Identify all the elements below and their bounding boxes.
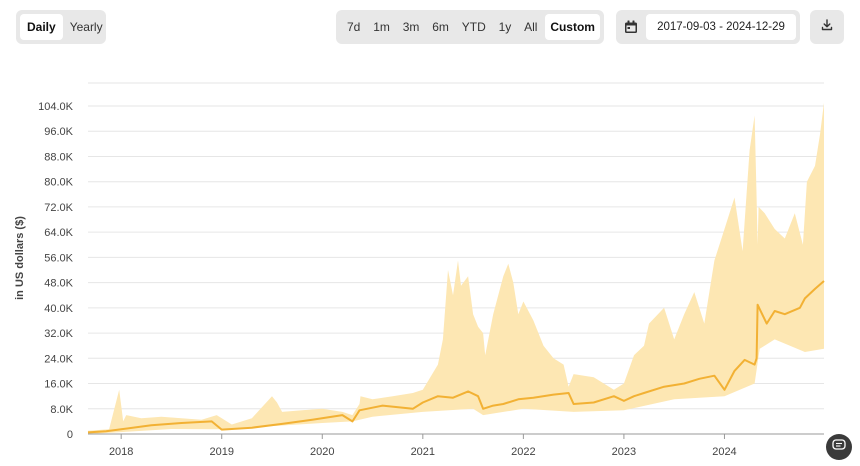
range-6m-button[interactable]: 6m [432, 20, 449, 34]
x-tick-label: 2020 [310, 446, 334, 458]
y-tick-label: 16.0K [44, 379, 73, 391]
y-tick-label: 56.0K [44, 252, 73, 264]
tab-yearly[interactable]: Yearly [69, 20, 103, 34]
range-1y-button[interactable]: 1y [498, 20, 512, 34]
y-tick-label: 80.0K [44, 177, 73, 189]
x-tick-label: 2024 [712, 446, 736, 458]
range-ytd-button[interactable]: YTD [461, 20, 486, 34]
date-range-picker: 2017-09-03 - 2024-12-29 [616, 10, 800, 44]
y-tick-label: 40.0K [44, 303, 73, 315]
y-tick-label: 8.0K [50, 404, 73, 416]
y-tick-label: 48.0K [44, 278, 73, 290]
y-tick-label: 32.0K [44, 328, 73, 340]
download-button[interactable] [810, 10, 844, 44]
range-7d-button[interactable]: 7d [347, 20, 361, 34]
x-tick-labels: 2018 2019 2020 2021 2022 2023 2024 [88, 433, 824, 458]
y-tick-labels: 0 8.0K 16.0K 24.0K 32.0K 40.0K 48.0K 56.0K 64.0K… [38, 101, 74, 441]
price-line [87, 280, 825, 434]
y-tick-label: 24.0K [44, 353, 73, 365]
tab-daily[interactable]: Daily [20, 14, 63, 40]
price-line-layer [87, 280, 825, 434]
y-tick-label: 64.0K [44, 227, 73, 239]
range-band [88, 102, 824, 435]
period-toggle: Daily Yearly [16, 10, 106, 44]
x-tick-label: 2018 [109, 446, 133, 458]
range-selector: 7d 1m 3m 6m YTD 1y All Custom [336, 10, 604, 44]
x-tick-label: 2021 [411, 446, 435, 458]
chat-button[interactable] [826, 434, 852, 460]
range-custom-button[interactable]: Custom [545, 14, 600, 40]
download-icon [821, 18, 833, 36]
range-1m-button[interactable]: 1m [373, 20, 390, 34]
range-all-button[interactable]: All [524, 20, 538, 34]
x-tick-label: 2022 [511, 446, 535, 458]
range-3m-button[interactable]: 3m [402, 20, 420, 34]
y-tick-label: 72.0K [44, 202, 73, 214]
date-range-input[interactable]: 2017-09-03 - 2024-12-29 [646, 14, 796, 40]
y-tick-label: 88.0K [44, 151, 73, 163]
y-tick-label: 0 [67, 429, 73, 441]
y-tick-label: 104.0K [38, 101, 74, 113]
chat-icon [832, 438, 846, 457]
price-range-band [88, 102, 824, 435]
y-tick-label: 96.0K [44, 126, 73, 138]
x-tick-label: 2023 [612, 446, 636, 458]
calendar-icon[interactable] [620, 14, 642, 40]
x-tick-label: 2019 [209, 446, 233, 458]
